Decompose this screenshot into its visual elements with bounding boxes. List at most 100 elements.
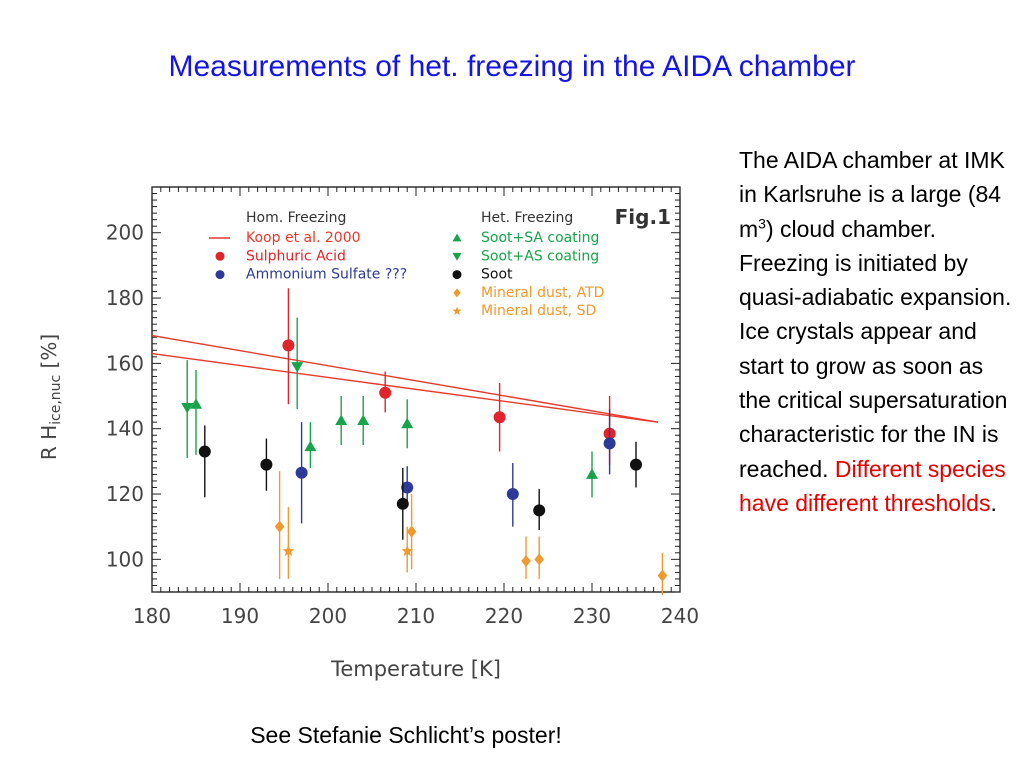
marker [304,440,317,452]
data-point [401,399,414,449]
marker [198,445,211,458]
marker [357,414,370,426]
series-soot-as-coating [181,317,304,459]
data-point [260,438,273,491]
y-tick-label: 180 [106,286,144,310]
marker [452,252,462,261]
series-mineral-dust-sd [282,507,413,579]
y-tick-label: 200 [106,221,144,245]
x-tick-label: 220 [485,604,523,628]
marker [630,458,642,471]
y-tick-label: 120 [106,482,144,506]
marker [291,362,304,373]
data-point [379,371,392,413]
koop-line [151,352,659,423]
x-tick-label: 240 [661,604,699,628]
data-point [586,451,598,498]
x-tick-label: 180 [133,604,171,628]
data-point [291,317,304,410]
data-point [181,360,194,459]
side-text-part2: ) cloud chamber. Freezing is initiated b… [739,215,1012,482]
legend-entry: Soot+AS coating [481,248,599,264]
data-point [506,462,519,527]
data-point [357,396,370,446]
marker [586,468,598,479]
marker [533,504,546,517]
chart: Hom. Freezing Het. Freezing Koop et al. 20… [37,186,699,681]
marker [452,306,462,315]
y-axis-label-unit: [%] [37,334,61,375]
data-point [304,422,317,468]
data-points [181,288,668,596]
legend-entry: Mineral dust, SD [481,303,596,319]
marker [260,458,273,471]
x-tick-labels: 180 190 200 210 220 230 240 [133,604,699,628]
legend-entry: Soot [481,267,513,283]
data-point [493,382,506,452]
data-point [534,536,544,579]
legend-entry: Koop et al. 2000 [246,230,361,246]
marker [282,339,295,352]
series-soot [198,425,642,540]
data-point [603,409,616,475]
data-point [521,536,531,579]
series-ammonium-sulfate [295,409,616,527]
legend-header-het: Het. Freezing [481,210,573,226]
marker [453,288,461,298]
marker [379,386,392,399]
footer-note: See Stefanie Schlicht’s poster! [250,722,562,748]
fig-label: Fig.1 [615,205,671,229]
marker [506,488,519,501]
legend-entry: Sulphuric Acid [246,248,346,264]
marker [282,545,295,557]
marker [401,545,413,557]
data-point [274,471,285,579]
x-tick-label: 210 [397,604,435,628]
data-point [295,422,308,524]
side-text-highlight: Different species have different thresho… [739,455,1006,516]
data-point [533,489,546,530]
data-point [198,425,211,498]
marker [521,554,531,567]
legend-header-hom: Hom. Freezing [246,210,346,226]
marker [401,481,414,494]
slide-title: Measurements of het. freezing in the AID… [168,50,856,83]
side-text-superscript: 3 [758,214,766,231]
marker [335,414,348,426]
marker [493,411,506,424]
data-point [190,369,202,455]
axis-ticks [151,186,681,593]
series-mineral-dust-atd [274,471,668,596]
legend-entry: Ammonium Sulfate ??? [246,267,407,283]
marker [534,553,544,566]
data-point [282,507,295,579]
x-tick-label: 230 [573,604,611,628]
y-tick-label: 140 [106,417,144,441]
marker [181,402,194,414]
marker [452,270,462,280]
data-point [401,526,413,573]
marker [452,233,462,242]
side-text-part1: The AIDA chamber at IMK in Karlsruhe is … [739,147,1005,242]
marker [603,437,616,450]
data-point [335,396,348,446]
series-soot-sa-coating [190,369,598,498]
marker [274,520,285,533]
y-axis-label-main: R H [37,425,61,460]
side-text: The AIDA chamber at IMK in Karlsruhe is … [739,143,1019,520]
y-axis-label-sub: ice,nuc [48,375,64,425]
y-tick-labels: 100 120 140 160 180 200 [106,221,144,572]
x-axis-label: Temperature [K] [330,657,501,681]
data-point [657,552,668,596]
marker [215,270,225,280]
data-point [282,288,295,405]
legend-entry: Soot+SA coating [481,230,599,246]
y-tick-label: 160 [106,351,144,375]
koop-lines [151,334,659,423]
koop-line [151,334,659,423]
x-tick-label: 190 [221,604,259,628]
y-axis-label: R Hice,nuc [%] [37,334,64,460]
data-point [630,441,642,488]
marker [406,525,417,538]
marker [396,497,409,510]
